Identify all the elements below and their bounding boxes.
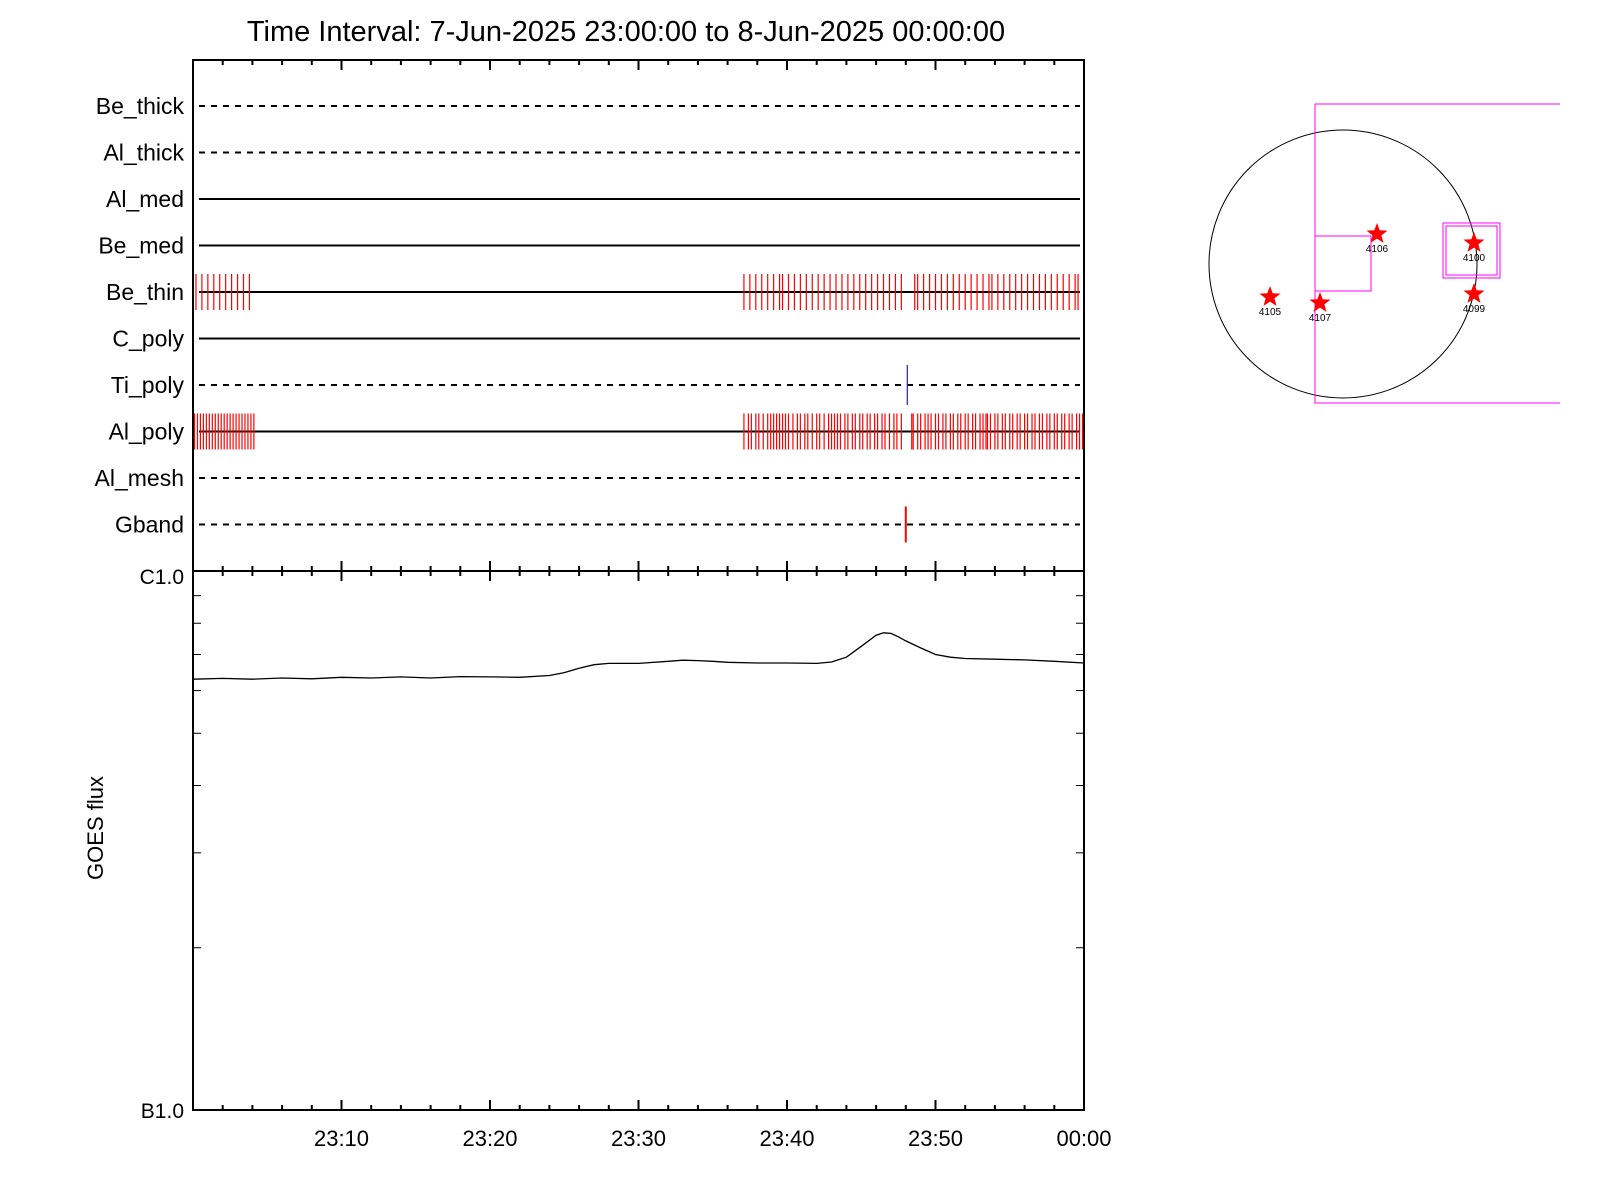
region-star-icon (1309, 292, 1331, 312)
xtick-label: 23:50 (908, 1126, 963, 1151)
region-label-4105: 4105 (1259, 307, 1282, 318)
ytick-label-c1: C1.0 (140, 566, 184, 589)
region-box (1442, 222, 1501, 279)
solar-disk (1208, 129, 1478, 399)
filter-label-c-poly: C_poly (112, 326, 184, 352)
region-box-inner (1445, 225, 1498, 276)
filter-label-al-mesh: Al_mesh (95, 465, 184, 491)
xtick-label: 23:30 (611, 1126, 666, 1151)
fov-box (1314, 103, 1560, 404)
chart-title: Time Interval: 7-Jun-2025 23:00:00 to 8-… (247, 16, 1005, 48)
filter-label-be-thin: Be_thin (106, 279, 184, 305)
sun-map: 4106 4100 4105 4107 4099 (1208, 103, 1560, 404)
xtick-label: 23:40 (759, 1126, 814, 1151)
filter-timeline-panel: Be_thick Al_thick Al_med Be_med Be_thin C_pol… (95, 59, 1085, 572)
filter-label-al-poly: Al_poly (109, 419, 185, 445)
goes-flux-panel: GOES flux C1.0 B1.0 23:10 23:20 23:30 23:40 23… (83, 566, 1112, 1151)
region-star-icon (1463, 283, 1485, 303)
goes-frame (192, 570, 1085, 1111)
region-label-4107: 4107 (1309, 313, 1332, 324)
filter-label-be-med: Be_med (98, 233, 184, 259)
filter-label-al-thick: Al_thick (103, 140, 184, 166)
xtick-label: 00:00 (1056, 1126, 1111, 1151)
goes-ylabel: GOES flux (83, 776, 108, 880)
filter-label-ti-poly: Ti_poly (111, 372, 185, 398)
ytick-label-b1: B1.0 (141, 1100, 184, 1123)
region-star-icon (1366, 223, 1388, 243)
region-label-4106: 4106 (1366, 244, 1389, 255)
xtick-label: 23:20 (462, 1126, 517, 1151)
filter-label-be-thick: Be_thick (96, 93, 185, 119)
region-label-4100: 4100 (1463, 253, 1486, 264)
region-star-icon (1259, 286, 1281, 306)
region-star-icon (1463, 232, 1485, 252)
xtick-label: 23:10 (314, 1126, 369, 1151)
goes-flux-line (192, 632, 1085, 680)
fov-inner-box (1315, 235, 1372, 292)
filter-label-gband: Gband (115, 512, 184, 538)
filter-label-al-med: Al_med (106, 186, 184, 212)
region-label-4099: 4099 (1463, 304, 1486, 315)
timeline-frame (192, 59, 1085, 572)
